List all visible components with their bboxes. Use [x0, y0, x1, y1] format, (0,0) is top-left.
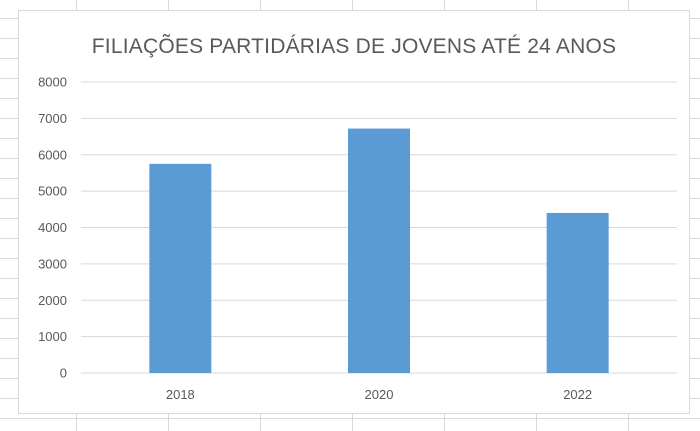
bar-2020[interactable] — [348, 128, 410, 373]
y-tick-label: 3000 — [38, 256, 67, 271]
y-tick-label: 2000 — [38, 293, 67, 308]
x-tick-label: 2020 — [365, 387, 394, 402]
x-axis-tick-labels: 2018 2020 2022 — [166, 387, 592, 402]
y-tick-label: 7000 — [38, 111, 67, 126]
x-tick-label: 2018 — [166, 387, 195, 402]
y-tick-label: 1000 — [38, 329, 67, 344]
y-tick-label: 8000 — [38, 75, 67, 90]
y-axis-tick-labels: 0 1000 2000 3000 4000 5000 6000 7000 8000 — [38, 75, 67, 381]
bar-2022[interactable] — [546, 212, 609, 373]
x-tick-label: 2022 — [563, 387, 592, 402]
y-tick-label: 0 — [60, 366, 67, 381]
y-tick-label: 5000 — [38, 184, 67, 199]
bars — [149, 128, 609, 373]
y-tick-label: 6000 — [38, 147, 67, 162]
y-tick-label: 4000 — [38, 220, 67, 235]
bar-2018[interactable] — [149, 163, 212, 373]
chart-title: FILIAÇÕES PARTIDÁRIAS DE JOVENS ATÉ 24 A… — [91, 35, 617, 58]
chart-area[interactable]: FILIAÇÕES PARTIDÁRIAS DE JOVENS ATÉ 24 A… — [18, 10, 690, 414]
